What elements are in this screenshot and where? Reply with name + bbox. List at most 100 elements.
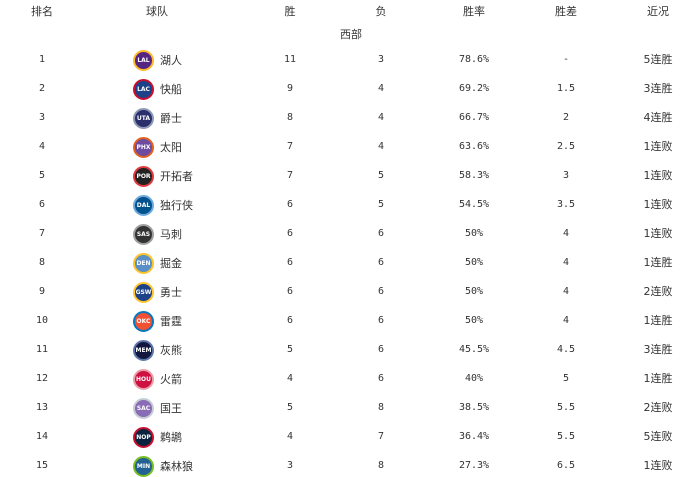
team-cell[interactable]: MIN 森林狼	[133, 456, 193, 477]
streak: 1连败	[643, 227, 673, 240]
team-name[interactable]: 掘金	[160, 256, 182, 270]
team-name[interactable]: 火箭	[160, 372, 182, 386]
table-row[interactable]: 12 HOU 火箭 4 6 40% 5 1连胜	[0, 369, 700, 390]
team-name[interactable]: 勇士	[160, 285, 182, 299]
streak: 3连胜	[643, 82, 673, 95]
conference-label: 西部	[340, 28, 362, 41]
team-cell[interactable]: DAL 独行侠	[133, 195, 193, 216]
team-cell[interactable]: LAL 湖人	[133, 50, 182, 71]
table-row[interactable]: 2 LAC 快船 9 4 69.2% 1.5 3连胜	[0, 79, 700, 100]
team-name[interactable]: 雷霆	[160, 314, 182, 328]
team-name[interactable]: 开拓者	[160, 169, 193, 183]
team-cell[interactable]: NOP 鹈鹕	[133, 427, 182, 448]
wins: 6	[286, 257, 294, 268]
team-cell[interactable]: MEM 灰熊	[133, 340, 182, 361]
win-pct: 50%	[464, 286, 484, 297]
games-behind: 4	[562, 228, 570, 239]
table-row[interactable]: 11 MEM 灰熊 5 6 45.5% 4.5 3连胜	[0, 340, 700, 361]
wins: 5	[286, 402, 294, 413]
rank: 13	[35, 402, 49, 413]
header-streak: 近况	[647, 5, 669, 18]
table-row[interactable]: 10 OKC 雷霆 6 6 50% 4 1连胜	[0, 311, 700, 332]
rank: 5	[38, 170, 46, 181]
team-cell[interactable]: PHX 太阳	[133, 137, 182, 158]
team-name[interactable]: 灰熊	[160, 343, 182, 357]
wins: 11	[283, 54, 297, 65]
rank: 10	[35, 315, 49, 326]
table-row[interactable]: 5 POR 开拓者 7 5 58.3% 3 1连败	[0, 166, 700, 187]
rank: 2	[38, 83, 46, 94]
team-name[interactable]: 快船	[160, 82, 182, 96]
table-row[interactable]: 1 LAL 湖人 11 3 78.6% - 5连胜	[0, 50, 700, 71]
table-row[interactable]: 4 PHX 太阳 7 4 63.6% 2.5 1连败	[0, 137, 700, 158]
team-name[interactable]: 湖人	[160, 53, 182, 67]
team-cell[interactable]: POR 开拓者	[133, 166, 193, 187]
losses: 6	[377, 315, 385, 326]
losses: 7	[377, 431, 385, 442]
team-name[interactable]: 太阳	[160, 140, 182, 154]
losses: 5	[377, 170, 385, 181]
team-logo-icon: MIN	[133, 456, 154, 477]
losses: 4	[377, 112, 385, 123]
team-name[interactable]: 鹈鹕	[160, 430, 182, 444]
losses: 8	[377, 402, 385, 413]
team-cell[interactable]: LAC 快船	[133, 79, 182, 100]
streak: 1连败	[643, 140, 673, 153]
wins: 4	[286, 373, 294, 384]
team-name[interactable]: 爵士	[160, 111, 182, 125]
team-name[interactable]: 马刺	[160, 227, 182, 241]
games-behind: 3.5	[556, 199, 576, 210]
rank: 1	[38, 54, 46, 65]
win-pct: 27.3%	[458, 460, 490, 471]
rank: 12	[35, 373, 49, 384]
table-row[interactable]: 7 SAS 马刺 6 6 50% 4 1连败	[0, 224, 700, 245]
rank: 11	[35, 344, 49, 355]
team-cell[interactable]: UTA 爵士	[133, 108, 182, 129]
streak: 1连胜	[643, 256, 673, 269]
wins: 6	[286, 315, 294, 326]
win-pct: 78.6%	[458, 54, 490, 65]
streak: 3连胜	[643, 343, 673, 356]
team-logo-icon: SAS	[133, 224, 154, 245]
team-name[interactable]: 独行侠	[160, 198, 193, 212]
table-row[interactable]: 9 GSW 勇士 6 6 50% 4 2连败	[0, 282, 700, 303]
team-cell[interactable]: SAS 马刺	[133, 224, 182, 245]
team-cell[interactable]: SAC 国王	[133, 398, 182, 419]
team-cell[interactable]: HOU 火箭	[133, 369, 182, 390]
table-row[interactable]: 3 UTA 爵士 8 4 66.7% 2 4连胜	[0, 108, 700, 129]
win-pct: 66.7%	[458, 112, 490, 123]
losses: 6	[377, 286, 385, 297]
win-pct: 40%	[464, 373, 484, 384]
win-pct: 69.2%	[458, 83, 490, 94]
rank: 3	[38, 112, 46, 123]
team-logo-icon: PHX	[133, 137, 154, 158]
rank: 9	[38, 286, 46, 297]
table-row[interactable]: 13 SAC 国王 5 8 38.5% 5.5 2连败	[0, 398, 700, 419]
team-name[interactable]: 森林狼	[160, 459, 193, 473]
rank: 14	[35, 431, 49, 442]
streak: 1连败	[643, 459, 673, 472]
team-logo-icon: OKC	[133, 311, 154, 332]
team-cell[interactable]: DEN 掘金	[133, 253, 182, 274]
table-row[interactable]: 6 DAL 独行侠 6 5 54.5% 3.5 1连败	[0, 195, 700, 216]
table-row[interactable]: 15 MIN 森林狼 3 8 27.3% 6.5 1连败	[0, 456, 700, 477]
team-cell[interactable]: OKC 雷霆	[133, 311, 182, 332]
team-logo-icon: MEM	[133, 340, 154, 361]
table-row[interactable]: 14 NOP 鹈鹕 4 7 36.4% 5.5 5连败	[0, 427, 700, 448]
team-name[interactable]: 国王	[160, 401, 182, 415]
team-logo-icon: DEN	[133, 253, 154, 274]
losses: 4	[377, 83, 385, 94]
rank: 7	[38, 228, 46, 239]
losses: 8	[377, 460, 385, 471]
losses: 6	[377, 344, 385, 355]
team-logo-icon: SAC	[133, 398, 154, 419]
team-cell[interactable]: GSW 勇士	[133, 282, 182, 303]
streak: 2连败	[643, 401, 673, 414]
win-pct: 36.4%	[458, 431, 490, 442]
wins: 4	[286, 431, 294, 442]
streak: 1连胜	[643, 314, 673, 327]
table-row[interactable]: 8 DEN 掘金 6 6 50% 4 1连胜	[0, 253, 700, 274]
conference-row: 西部	[0, 25, 700, 45]
wins: 7	[286, 170, 294, 181]
games-behind: 4	[562, 286, 570, 297]
